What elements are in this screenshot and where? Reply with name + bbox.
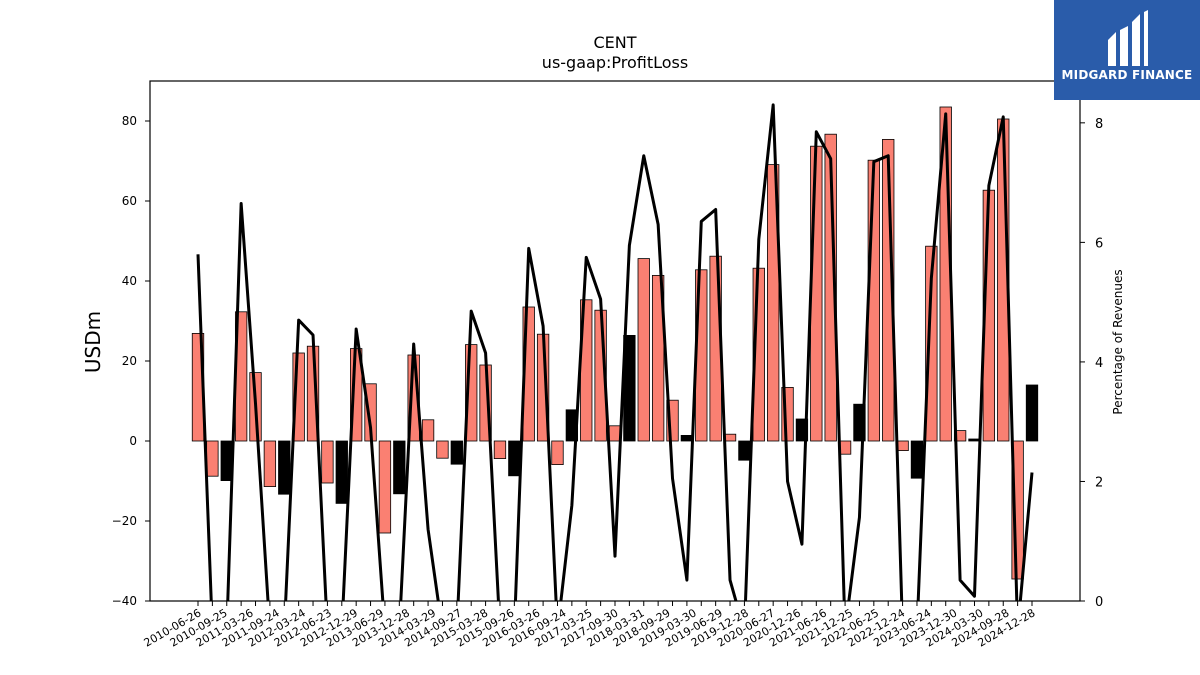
bar <box>925 245 938 442</box>
bar <box>378 440 392 534</box>
bar <box>781 386 794 442</box>
bar <box>651 274 665 442</box>
y2-tick-label: 6 <box>1095 236 1103 251</box>
y-axis-label: USDm <box>81 311 105 373</box>
bar <box>263 440 277 487</box>
bar <box>637 258 650 442</box>
bar <box>493 440 507 460</box>
chart-subtitle: us-gaap:ProfitLoss <box>542 53 688 72</box>
y-tick-label: 80 <box>122 114 137 128</box>
y2-tick-label: 4 <box>1095 356 1103 371</box>
y2-tick-label: 8 <box>1095 117 1103 132</box>
logo-mark-icon <box>1108 10 1148 66</box>
bar <box>450 440 463 465</box>
bar <box>666 399 679 442</box>
bar <box>508 440 521 477</box>
bar <box>810 145 823 442</box>
bar <box>436 440 449 459</box>
y-tick-label: 0 <box>129 434 137 448</box>
bar <box>321 440 334 484</box>
bar <box>853 403 866 442</box>
bar <box>910 440 924 479</box>
bar <box>824 133 837 442</box>
bar <box>680 434 694 442</box>
bar <box>867 159 880 442</box>
bar <box>292 352 305 442</box>
bar <box>206 440 219 477</box>
chart-title: CENT <box>593 33 636 52</box>
y-tick-label: −20 <box>112 514 137 528</box>
y2-axis-label: Percentage of Revenues <box>1111 269 1125 414</box>
y2-tick-label: 0 <box>1095 595 1103 610</box>
bar <box>393 440 406 495</box>
bar <box>421 419 435 442</box>
bar <box>738 440 751 461</box>
bar <box>551 440 564 466</box>
y-tick-label: 60 <box>122 194 137 208</box>
y-tick-label: −40 <box>112 594 137 608</box>
brand-logo: MIDGARD FINANCE <box>1054 0 1200 100</box>
revenue-percentage-line <box>196 103 1034 601</box>
line-group <box>196 103 1034 601</box>
bar <box>882 138 895 442</box>
bars-group <box>191 106 1039 580</box>
logo-text: MIDGARD FINANCE <box>1061 68 1193 82</box>
bar <box>1025 384 1039 442</box>
bar <box>767 164 780 442</box>
bar <box>278 440 291 495</box>
bar <box>795 418 809 442</box>
y2-tick-label: 2 <box>1095 475 1103 490</box>
y-tick-label: 20 <box>122 354 137 368</box>
bar <box>335 440 348 504</box>
bar <box>465 344 478 442</box>
y-tick-label: 40 <box>122 274 137 288</box>
